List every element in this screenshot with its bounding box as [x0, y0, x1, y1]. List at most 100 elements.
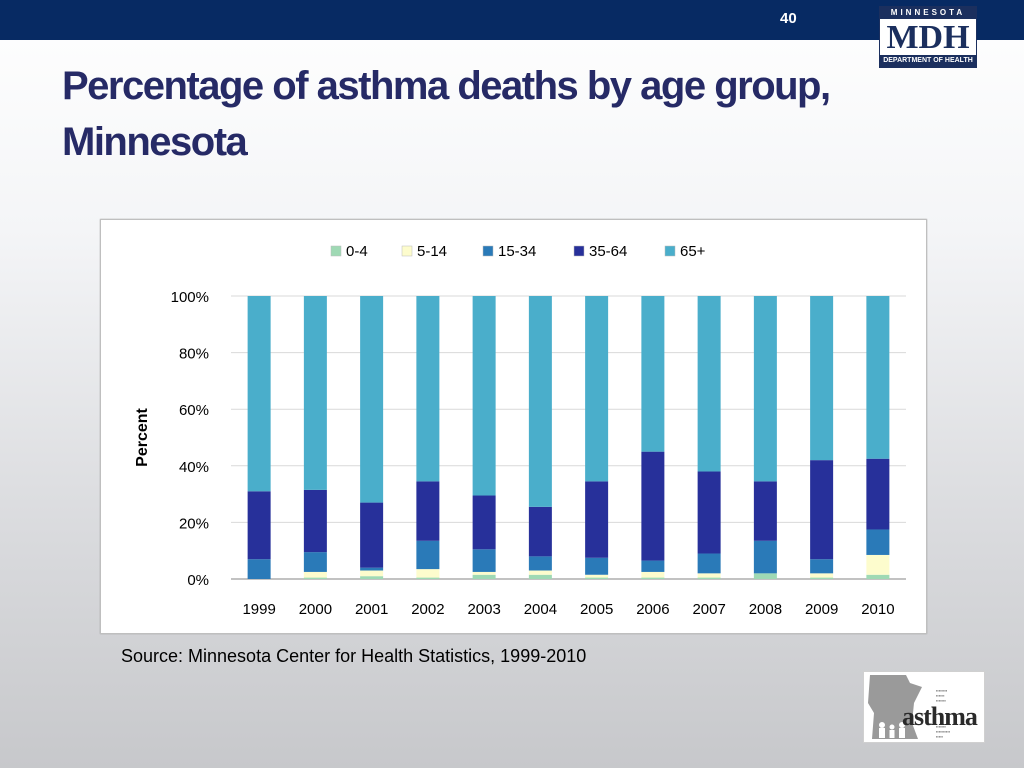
- bar-2003-65+: [472, 296, 496, 496]
- bar-2009-35-64: [810, 460, 834, 560]
- legend-swatch-35-64: [573, 245, 585, 257]
- slide-title: Percentage of asthma deaths by age group…: [62, 58, 962, 170]
- x-tick-label: 2005: [580, 601, 613, 618]
- slide-number: 40: [780, 10, 797, 27]
- mdh-logo-state: MINNESOTA: [880, 7, 976, 19]
- x-tick-label: 1999: [242, 601, 275, 618]
- bar-2001-35-64: [360, 502, 384, 568]
- minnesota-map-icon: [868, 675, 922, 739]
- asthma-logo-fineprint-bottom: ▪▪▪▪▪▪▪ ▪▪▪▪▪▪▪▪▪▪ ▪▪▪▪▪: [936, 724, 951, 739]
- x-tick-label: 2002: [411, 601, 444, 618]
- bar-2004-5-14: [528, 570, 552, 575]
- bar-2006-35-64: [641, 451, 665, 561]
- y-tick-label: 60%: [179, 402, 209, 419]
- bar-2001-5-14: [360, 570, 384, 577]
- bar-1999-35-64: [247, 491, 271, 560]
- bar-2010-15-34: [866, 529, 890, 555]
- x-tick-label: 2001: [355, 601, 388, 618]
- x-tick-label: 2009: [805, 601, 838, 618]
- bar-2008-0-4: [753, 573, 777, 579]
- bar-2002-35-64: [416, 481, 440, 541]
- bar-2004-15-34: [528, 556, 552, 571]
- legend-swatch-65+: [664, 245, 676, 257]
- bar-2009-15-34: [810, 559, 834, 574]
- bar-2007-35-64: [697, 471, 721, 554]
- chart-container: 0% 20% 40% 60% 80% 100% Percent 1999 2000 2001 200…: [100, 219, 927, 634]
- bar-1999-65+: [247, 296, 271, 492]
- bar-2006-65+: [641, 296, 665, 452]
- bar-2001-15-34: [360, 567, 384, 571]
- x-tick-label: 2000: [299, 601, 332, 618]
- bar-2007-15-34: [697, 553, 721, 574]
- x-tick-label: 2010: [861, 601, 894, 618]
- x-tick-label: 2007: [692, 601, 725, 618]
- legend-swatch-5-14: [401, 245, 413, 257]
- bar-2010-5-14: [866, 554, 890, 575]
- bar-2010-35-64: [866, 458, 890, 530]
- bar-2001-65+: [360, 296, 384, 503]
- x-tick-label: 2008: [749, 601, 782, 618]
- legend-swatch-0-4: [330, 245, 342, 257]
- bar-2008-15-34: [753, 540, 777, 574]
- bar-2000-5-14: [303, 571, 327, 578]
- x-tick-label: 2003: [467, 601, 500, 618]
- bar-2003-15-34: [472, 549, 496, 572]
- bar-2002-65+: [416, 296, 440, 482]
- bar-2005-35-64: [585, 481, 609, 558]
- bar-2000-15-34: [303, 552, 327, 572]
- bar-2002-5-14: [416, 569, 440, 578]
- bar-2008-65+: [753, 296, 777, 482]
- bar-2009-0-4: [810, 577, 834, 579]
- bar-2002-15-34: [416, 540, 440, 570]
- legend-label: 65+: [680, 243, 706, 260]
- bar-1999-15-34: [247, 559, 271, 579]
- x-tick-label: 2004: [524, 601, 557, 618]
- bar-2005-65+: [585, 296, 609, 482]
- stacked-bar-chart: 0% 20% 40% 60% 80% 100% Percent 1999 2000 2001 200…: [134, 243, 906, 618]
- bar-2000-35-64: [303, 489, 327, 553]
- bar-2008-35-64: [753, 481, 777, 541]
- asthma-program-logo: ▪▪▪▪▪▪▪▪ ▪▪▪▪▪▪ ▪▪▪▪▪▪▪ asthma ▪▪▪▪▪▪▪ ▪▪▪▪…: [863, 671, 985, 743]
- bar-2004-35-64: [528, 506, 552, 557]
- bar-2005-5-14: [585, 574, 609, 578]
- source-note: Source: Minnesota Center for Health Stat…: [121, 646, 587, 666]
- y-axis-label: Percent: [134, 407, 151, 466]
- bar-2004-0-4: [528, 574, 552, 579]
- y-tick-label: 20%: [179, 515, 209, 532]
- bar-2000-65+: [303, 296, 327, 490]
- bar-2003-5-14: [472, 571, 496, 575]
- legend-label: 35-64: [589, 243, 627, 260]
- top-banner: [0, 0, 1024, 40]
- y-tick-label: 100%: [171, 289, 209, 306]
- bar-2002-0-4: [416, 577, 440, 579]
- bar-2004-65+: [528, 296, 552, 507]
- bar-2007-0-4: [697, 577, 721, 579]
- bar-2009-5-14: [810, 573, 834, 578]
- bar-2007-5-14: [697, 573, 721, 578]
- legend-label: 5-14: [417, 243, 447, 260]
- mdh-logo-letters: MDH: [886, 19, 970, 56]
- y-tick-label: 0%: [187, 572, 209, 589]
- slide-title-line2: Minnesota: [62, 120, 248, 164]
- y-tick-label: 80%: [179, 346, 209, 363]
- bar-2010-0-4: [866, 574, 890, 579]
- bar-2007-65+: [697, 296, 721, 472]
- legend-swatch-15-34: [482, 245, 494, 257]
- bar-2009-65+: [810, 296, 834, 461]
- legend-label: 15-34: [498, 243, 536, 260]
- bar-2010-65+: [866, 296, 890, 459]
- asthma-logo-word: asthma: [902, 702, 978, 731]
- bar-2000-0-4: [303, 577, 327, 579]
- bar-2005-15-34: [585, 557, 609, 575]
- bar-2006-0-4: [641, 577, 665, 579]
- legend-label: 0-4: [346, 243, 368, 260]
- mdh-logo-department: DEPARTMENT OF HEALTH: [880, 55, 976, 67]
- bar-2006-5-14: [641, 571, 665, 578]
- bar-2005-0-4: [585, 577, 609, 579]
- bar-2003-0-4: [472, 574, 496, 579]
- bar-2003-35-64: [472, 495, 496, 550]
- bar-2006-15-34: [641, 560, 665, 572]
- y-tick-label: 40%: [179, 459, 209, 476]
- mdh-logo: MINNESOTA MDH DEPARTMENT OF HEALTH: [879, 6, 977, 68]
- bar-2001-0-4: [360, 576, 384, 579]
